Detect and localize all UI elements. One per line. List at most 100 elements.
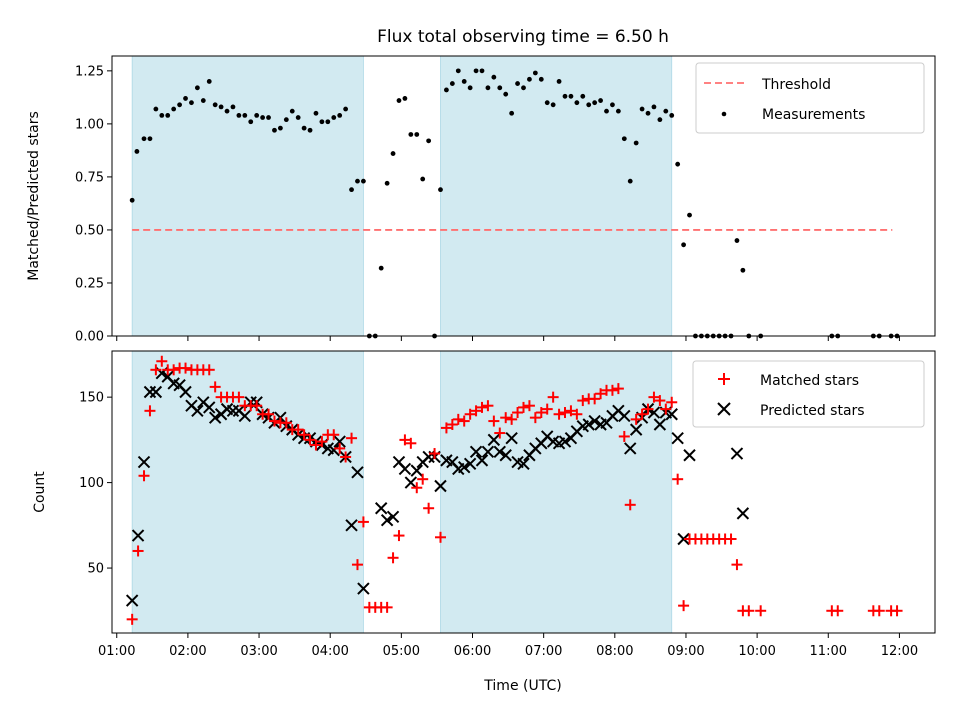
- measurement-point: [355, 178, 360, 184]
- measurement-point: [295, 115, 301, 120]
- measurement-point: [544, 100, 550, 106]
- measurement-point: [206, 79, 212, 84]
- chart-title: Flux total observing time = 6.50 h: [377, 27, 669, 47]
- measurement-point: [556, 79, 562, 84]
- measurement-point: [147, 136, 153, 142]
- matched-star-point: [328, 429, 340, 441]
- legend-matched-label: Matched stars: [760, 373, 859, 389]
- measurement-point: [503, 91, 509, 97]
- legend-predicted-label: Predicted stars: [760, 403, 865, 419]
- matched-star-point: [168, 364, 180, 376]
- top-y-tick-label: 0.25: [75, 276, 104, 291]
- matched-star-point: [132, 545, 144, 557]
- measurement-point: [165, 112, 171, 118]
- measurement-point: [183, 96, 188, 101]
- bottom-legend-box: [692, 360, 925, 428]
- measurement-point: [479, 68, 485, 74]
- measurement-point: [402, 96, 408, 101]
- matched-star-point: [589, 393, 601, 405]
- matched-star-point: [251, 400, 263, 412]
- measurement-point: [378, 265, 384, 271]
- predicted-star-point: [730, 447, 744, 460]
- matched-star-point: [476, 401, 488, 413]
- matched-star-point: [423, 502, 435, 514]
- top-panel: Flux total observing time = 6.50 h 0.000…: [26, 27, 936, 345]
- measurement-point: [687, 212, 692, 218]
- matched-star-point: [452, 413, 464, 425]
- measurement-point: [384, 180, 390, 186]
- predicted-star-point: [179, 385, 192, 399]
- top-y-axis-label: Matched/Predicted stars: [26, 111, 42, 281]
- shaded-interval-1: [440, 350, 673, 634]
- measurement-point: [485, 85, 491, 91]
- matched-star-point: [126, 613, 138, 625]
- matched-star-point: [180, 362, 192, 374]
- bottom-x-tick-label: 01:00: [98, 644, 135, 659]
- predicted-star-point: [469, 445, 483, 459]
- measurement-point: [663, 108, 669, 114]
- matched-star-point: [280, 417, 292, 429]
- measurement-point: [604, 108, 609, 114]
- matched-star-point: [612, 383, 624, 395]
- measurement-point: [532, 70, 538, 76]
- measurement-point: [337, 112, 343, 118]
- matched-star-point: [334, 442, 346, 454]
- measurement-point: [254, 112, 260, 118]
- measurement-point: [361, 178, 366, 184]
- predicted-star-point: [345, 519, 358, 532]
- top-legend-box: [695, 62, 925, 134]
- bottom-legend: Matched stars Predicted stars: [692, 360, 925, 428]
- matched-star-point: [755, 605, 767, 617]
- matched-star-point: [417, 473, 429, 485]
- predicted-star-point: [380, 513, 394, 527]
- measurement-point: [734, 238, 740, 243]
- matched-star-point: [636, 408, 648, 420]
- matched-star-point: [529, 412, 541, 424]
- measurement-point: [266, 115, 271, 120]
- measurement-point: [645, 110, 651, 116]
- matched-star-point: [506, 413, 518, 425]
- matched-star-point: [565, 405, 577, 417]
- measurement-point: [461, 79, 467, 84]
- predicted-star-point: [327, 443, 340, 457]
- bottom-x-axis-ticks: 01:00 02:00 03:00 04:00 05:00 06:00 07:00 08:00…: [98, 633, 918, 659]
- measurement-point: [586, 102, 592, 108]
- shaded-interval-1: [440, 55, 673, 337]
- measurement-point: [675, 161, 681, 167]
- measurement-point: [538, 76, 544, 82]
- matched-star-point: [387, 552, 399, 564]
- bottom-x-tick-label: 12:00: [881, 644, 918, 659]
- measurement-point: [153, 106, 159, 112]
- bottom-x-tick-label: 06:00: [454, 644, 491, 659]
- measurement-point: [568, 93, 574, 99]
- measurement-point: [627, 178, 633, 184]
- bottom-y-tick-label: 100: [79, 476, 104, 491]
- measurement-point: [426, 138, 432, 144]
- matched-star-point: [571, 408, 583, 420]
- matched-star-point: [523, 400, 535, 412]
- bottom-x-tick-label: 02:00: [169, 644, 206, 659]
- predicted-star-point: [374, 502, 388, 515]
- matched-star-point: [411, 482, 423, 494]
- bottom-x-axis-label: Time (UTC): [483, 678, 561, 694]
- matched-star-point: [541, 403, 553, 415]
- bottom-y-axis-ticks: 50 100 150: [79, 391, 112, 577]
- matched-star-point: [203, 364, 215, 376]
- measurement-point: [550, 102, 556, 108]
- predicted-star-point: [203, 401, 216, 414]
- measurement-point: [592, 100, 598, 106]
- predicted-star-point: [582, 418, 595, 431]
- matched-stars-series: [126, 355, 903, 625]
- measurement-point: [657, 117, 663, 123]
- predicted-star-point: [191, 404, 204, 418]
- matched-star-point: [464, 408, 476, 420]
- measurement-point: [598, 98, 603, 103]
- measurement-point: [420, 176, 426, 182]
- predicted-star-point: [493, 445, 506, 459]
- top-y-tick-label: 1.25: [75, 64, 104, 79]
- measurement-point: [260, 115, 266, 120]
- measurement-point: [473, 68, 479, 74]
- predicted-star-point: [351, 466, 364, 479]
- matched-star-point: [298, 429, 310, 441]
- matched-star-point: [316, 436, 328, 448]
